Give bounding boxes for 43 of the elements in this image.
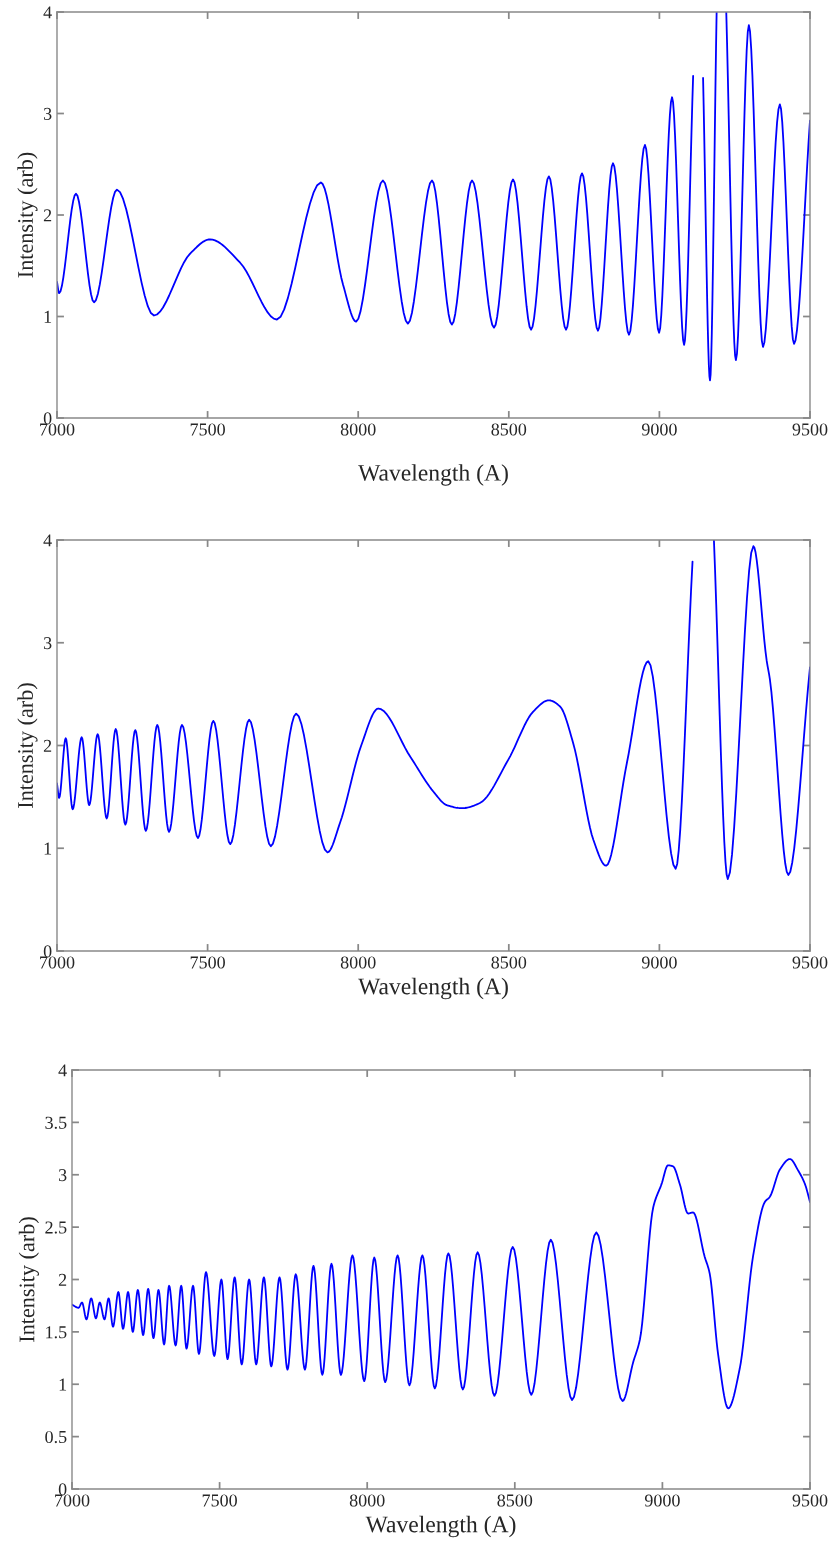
x-tick-label: 8500: [497, 1494, 533, 1507]
x-tick-label: 8000: [340, 956, 376, 969]
y-tick-label: 4: [43, 6, 52, 19]
x-tick-label: 8000: [349, 1494, 385, 1507]
x-tick-label: 9000: [641, 956, 677, 969]
y-tick-label: 2: [58, 1273, 67, 1286]
x-tick-label: 9000: [644, 1494, 680, 1507]
y-tick-label: 0.5: [45, 1430, 67, 1444]
x-tick-label: 9500: [792, 423, 828, 436]
y-tick-label: 1: [44, 310, 52, 323]
x-tick-label: 8500: [491, 956, 527, 969]
x-tick-label: 7000: [55, 1494, 90, 1507]
x-tick-label: 9500: [792, 956, 828, 969]
x-tick-label: 7000: [40, 956, 75, 969]
y-tick-label: 2: [43, 739, 52, 752]
y-tick-label: 1: [44, 842, 52, 855]
x-tick-label: 8000: [340, 423, 376, 436]
x-axis-title: Wavelength (A): [358, 464, 508, 486]
y-tick-label: 2.5: [45, 1221, 67, 1234]
x-axis-title: Wavelength (A): [358, 977, 508, 1000]
y-axis-title: Intensity (arb): [17, 152, 38, 278]
y-tick-label: 3: [58, 1169, 67, 1182]
x-tick-label: 7000: [40, 423, 75, 436]
y-tick-label: 3: [43, 637, 52, 650]
y-tick-label: 1: [59, 1378, 67, 1391]
x-tick-label: 7500: [190, 956, 225, 969]
y-tick-label: 0: [58, 1483, 67, 1496]
y-tick-label: 0: [43, 945, 52, 958]
y-tick-label: 0: [43, 412, 52, 425]
x-tick-label: 9000: [641, 423, 677, 436]
y-tick-label: 1.5: [46, 1326, 67, 1339]
x-tick-label: 7500: [190, 423, 225, 436]
y-tick-label: 2: [43, 209, 52, 222]
x-tick-label: 7500: [202, 1494, 237, 1507]
y-tick-label: 3.5: [45, 1116, 67, 1129]
y-tick-label: 3: [43, 107, 52, 120]
y-tick-label: 4: [43, 534, 52, 547]
y-axis-title: Intensity (arb): [17, 683, 38, 808]
y-tick-label: 4: [58, 1064, 67, 1077]
x-tick-label: 8500: [491, 423, 527, 436]
y-axis-title: Intensity (arb): [18, 1217, 40, 1342]
x-axis-title: Wavelength (A): [365, 1515, 516, 1538]
x-tick-label: 9500: [792, 1494, 828, 1507]
